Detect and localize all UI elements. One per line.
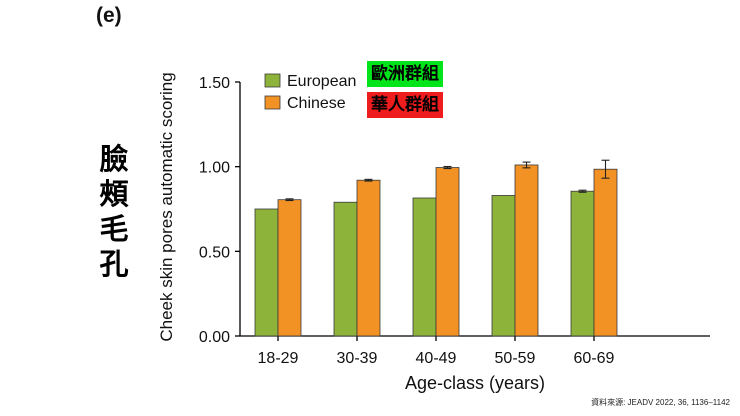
source-note: 資料來源: JEADV 2022, 36, 1136–1142 — [591, 398, 730, 407]
european-bar — [333, 201, 358, 337]
panel-label: (e) — [96, 4, 122, 27]
side-title-char: 頰 — [99, 177, 129, 211]
chinese-bar — [435, 167, 460, 337]
european-group-badge: 歐洲群組 — [367, 61, 443, 87]
x-tick-label: 50-59 — [495, 350, 536, 367]
legend-label-chinese: Chinese — [287, 95, 346, 112]
chinese-bar — [356, 179, 381, 337]
chinese-bar — [593, 168, 618, 337]
chinese-bar — [514, 164, 539, 337]
side-title-char: 臉 — [99, 142, 129, 176]
european-bar — [570, 190, 595, 337]
y-tick-label: 1.00 — [199, 160, 230, 177]
european-bar — [491, 195, 516, 337]
y-axis-title: Cheek skin pores automatic scoring — [157, 72, 176, 341]
x-tick-label: 18-29 — [258, 350, 299, 367]
x-tick-label: 60-69 — [574, 350, 615, 367]
legend-swatch-chinese — [264, 95, 281, 110]
x-axis-title: Age-class (years) — [405, 373, 545, 393]
y-tick-label: 0.50 — [199, 244, 230, 261]
legend-swatch-european — [264, 73, 281, 88]
european-bar — [412, 197, 437, 337]
y-tick-label: 0.00 — [199, 329, 230, 346]
x-tick-label: 30-39 — [337, 350, 378, 367]
legend-label-european: European — [287, 73, 356, 90]
side-title-char: 孔 — [99, 247, 129, 281]
x-tick-label: 40-49 — [416, 350, 457, 367]
european-bar — [254, 208, 279, 337]
y-tick-label: 1.50 — [199, 75, 230, 92]
chinese-bar — [277, 199, 302, 337]
chinese-group-badge: 華人群組 — [367, 92, 443, 118]
side-title-char: 毛 — [99, 212, 129, 246]
side-title: 臉 頰 毛 孔 — [97, 142, 131, 282]
